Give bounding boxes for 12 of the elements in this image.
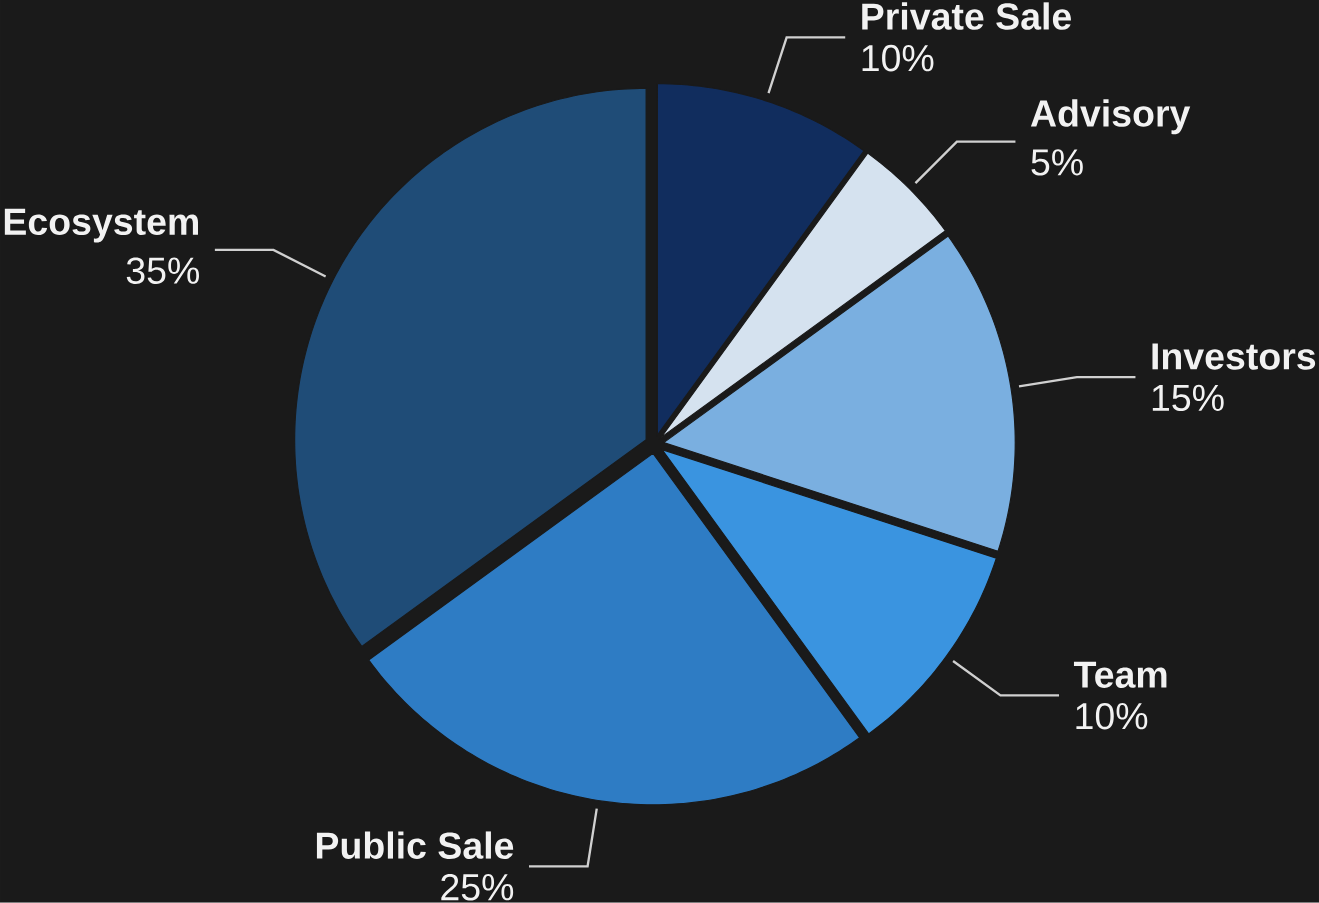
slice-label: Public Sale [316, 831, 514, 860]
data-label: 15% [1152, 384, 1224, 412]
data-label: 5% [1031, 149, 1083, 176]
slice-label: Team [1073, 661, 1167, 689]
data-label: 10% [1076, 703, 1148, 730]
data-label: 25% [441, 874, 514, 901]
data-label: 35% [126, 257, 199, 285]
slice-label: Ecosystem [4, 208, 198, 243]
data-label: 10% [862, 44, 934, 72]
slice-label: Advisory [1030, 99, 1191, 135]
slice-label: Private Sale [862, 2, 1071, 30]
slice-label: Investors [1152, 343, 1316, 370]
